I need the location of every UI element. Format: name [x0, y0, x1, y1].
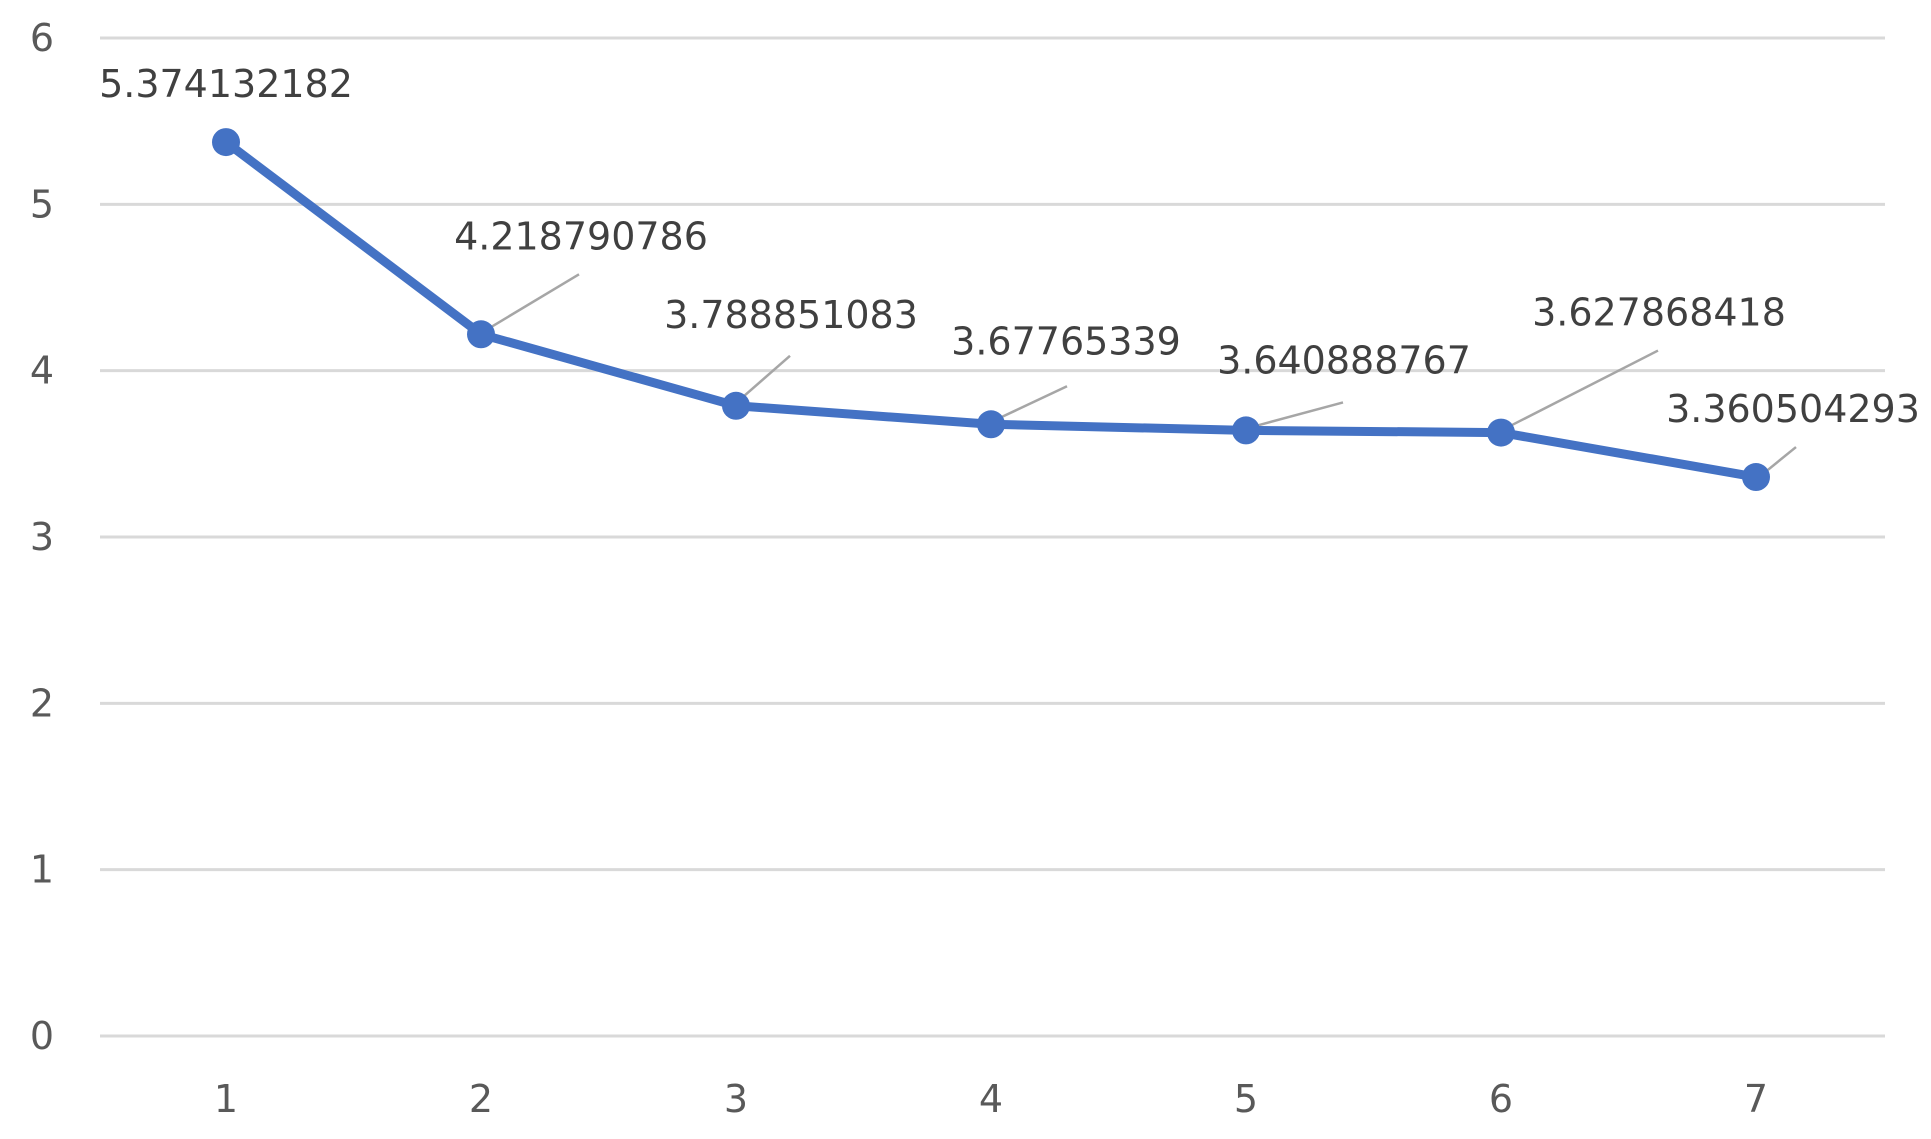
data-point [977, 410, 1005, 439]
x-tick-label: 3 [724, 1077, 748, 1121]
data-point [1487, 418, 1515, 447]
y-tick-label: 1 [30, 848, 54, 892]
leader-line [741, 354, 791, 399]
x-tick-label: 6 [1489, 1077, 1513, 1121]
data-point [1232, 416, 1260, 445]
data-label: 4.218790786 [454, 214, 708, 258]
leader-line [998, 385, 1068, 420]
data-label: 3.788851083 [664, 293, 918, 337]
x-tick-label: 2 [469, 1077, 493, 1121]
y-tick-label: 0 [30, 1014, 54, 1058]
data-points [212, 128, 1770, 492]
x-tick-label: 5 [1234, 1077, 1258, 1121]
data-label: 3.67765339 [951, 319, 1181, 363]
data-labels: 5.374132182 4.218790786 3.788851083 3.67765… [99, 62, 1920, 431]
data-point [1742, 463, 1770, 492]
data-label: 3.640888767 [1217, 338, 1471, 382]
data-label: 3.627868418 [1532, 291, 1786, 335]
x-tick-label: 7 [1744, 1077, 1768, 1121]
y-tick-label: 3 [30, 515, 54, 559]
leader-line [1508, 349, 1659, 428]
y-tick-label: 6 [30, 16, 54, 60]
leader-line [1253, 401, 1344, 428]
data-label-leader-lines [488, 273, 1797, 475]
y-tick-label: 2 [30, 681, 54, 725]
leader-line [1763, 446, 1797, 475]
data-label: 5.374132182 [99, 62, 353, 106]
y-axis-ticks: 0 1 2 3 4 5 6 [30, 16, 54, 1058]
data-point [212, 128, 240, 157]
x-axis-ticks: 1 2 3 4 5 6 7 [214, 1077, 1768, 1121]
data-point [722, 391, 750, 420]
y-tick-label: 5 [30, 182, 54, 226]
data-point [467, 320, 495, 349]
y-tick-label: 4 [30, 349, 54, 393]
x-tick-label: 1 [214, 1077, 238, 1121]
gridlines [100, 36, 1885, 1038]
x-tick-label: 4 [979, 1077, 1003, 1121]
data-label: 3.360504293 [1666, 387, 1920, 431]
leader-line [488, 273, 580, 330]
